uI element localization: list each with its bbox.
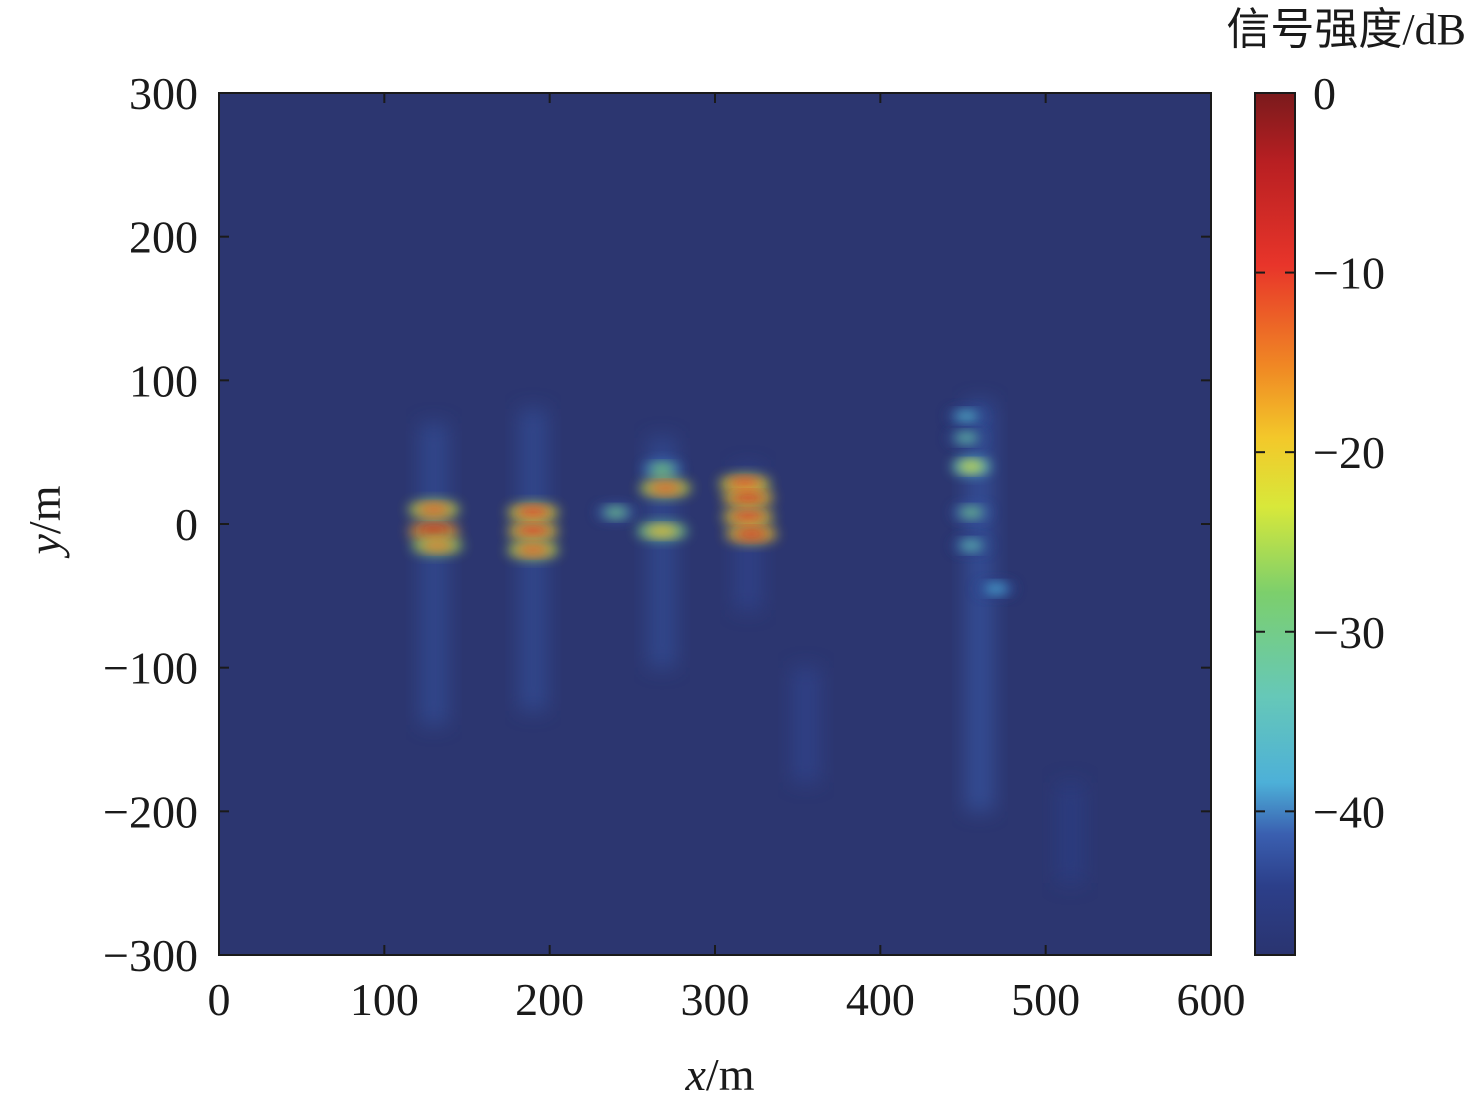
target-return xyxy=(417,504,451,515)
colorbar-tick-label: −10 xyxy=(1313,248,1385,299)
y-tick-label: −300 xyxy=(103,930,198,981)
y-tick-label: 100 xyxy=(129,355,198,406)
target-return xyxy=(958,540,984,551)
target-return xyxy=(417,526,451,537)
y-tick-label: 0 xyxy=(175,499,198,550)
y-axis-ticks: −300 −200 −100 0 100 200 300 xyxy=(103,68,1211,981)
target-layer xyxy=(407,407,1017,598)
y-tick-label: 300 xyxy=(129,68,198,119)
colorbar-tick-label: 0 xyxy=(1313,68,1336,119)
colorbar xyxy=(1254,92,1296,956)
plot-background xyxy=(219,93,1211,955)
y-axis-label: y/m xyxy=(19,485,70,558)
x-tick-label: 100 xyxy=(350,974,419,1025)
target-return xyxy=(953,411,979,422)
target-return xyxy=(731,511,765,522)
y-tick-label: 200 xyxy=(129,212,198,263)
x-tick-label: 300 xyxy=(681,974,750,1025)
colorbar-title: 信号强度/dB xyxy=(1226,5,1466,54)
target-return xyxy=(421,540,454,551)
colorbar-tick-label: −40 xyxy=(1313,786,1385,837)
target-return xyxy=(649,464,675,475)
y-tick-label: −100 xyxy=(103,643,198,694)
streak xyxy=(419,423,448,726)
target-return xyxy=(983,583,1009,594)
target-return xyxy=(517,507,550,518)
streak xyxy=(519,409,548,711)
target-return xyxy=(728,478,761,489)
x-axis-label: x/m xyxy=(685,1049,755,1100)
target-return xyxy=(603,507,629,518)
target-return xyxy=(649,483,682,494)
target-return xyxy=(517,544,550,555)
target-return xyxy=(958,507,984,518)
colorbar-tick-label: −30 xyxy=(1313,607,1385,658)
x-tick-label: 0 xyxy=(208,974,231,1025)
x-tick-label: 600 xyxy=(1177,974,1246,1025)
streak xyxy=(791,667,820,783)
colorbar-tick-label: −20 xyxy=(1313,427,1385,478)
target-return xyxy=(958,461,984,472)
target-return xyxy=(731,493,765,504)
target-return xyxy=(953,432,979,443)
target-return xyxy=(645,526,679,537)
target-return xyxy=(735,529,768,540)
y-tick-label: −200 xyxy=(103,786,198,837)
x-axis-ticks: 0 100 200 300 400 500 600 xyxy=(208,93,1246,1025)
x-tick-label: 400 xyxy=(846,974,915,1025)
x-tick-label: 500 xyxy=(1011,974,1080,1025)
streak xyxy=(1056,782,1085,884)
x-tick-label: 200 xyxy=(515,974,584,1025)
target-return xyxy=(517,526,550,537)
colorbar-ticks: 0 −10 −20 −30 −40 xyxy=(1255,68,1385,837)
